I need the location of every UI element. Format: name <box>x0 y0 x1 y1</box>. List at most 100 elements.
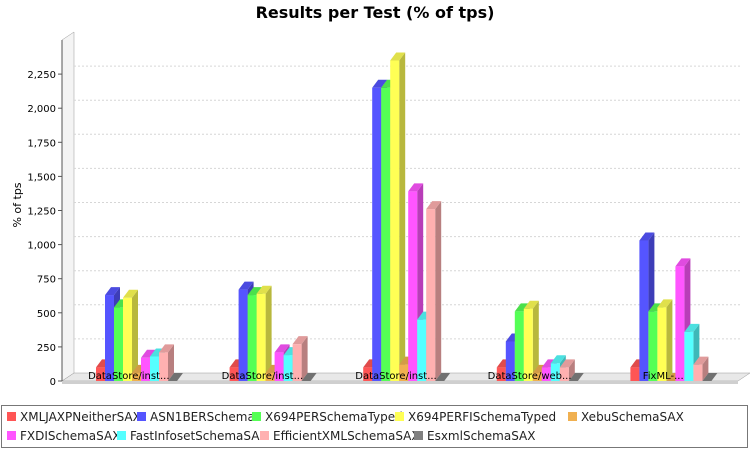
bar-front <box>399 364 409 381</box>
bar-top <box>141 349 156 358</box>
bar-front <box>417 319 427 381</box>
bar-front <box>238 289 248 381</box>
bar-front <box>505 341 515 381</box>
bar-front <box>283 355 293 381</box>
bar-front <box>532 372 542 381</box>
y-tick-label: 250 <box>37 343 56 354</box>
x-tick-label: DataStore/inst... <box>222 371 303 382</box>
bar-side <box>265 285 272 381</box>
bar-top <box>675 258 691 267</box>
x-tick-label: DataStore/inst... <box>88 371 169 382</box>
bar-front <box>256 293 266 381</box>
legend-label: XMLJAXPNeitherSAX <box>20 410 141 424</box>
bar-side <box>532 300 539 381</box>
bar-top <box>559 359 575 368</box>
legend-label: X694PERFISchemaTyped <box>408 410 557 424</box>
bar-front <box>390 60 400 382</box>
plot-area: 0 250 500 750 1,000 1,250 1,500 1,750 2,000 2,250… <box>27 31 750 388</box>
bar <box>523 300 539 381</box>
legend-item: ASN1BERSchema <box>137 410 255 424</box>
bar-side <box>301 336 308 381</box>
bar-top <box>702 373 718 381</box>
bar-front <box>123 297 132 381</box>
bar-front <box>372 87 382 382</box>
bar-top <box>514 303 530 312</box>
y-tick-label: 2,250 <box>27 70 56 81</box>
legend-item: FXDISchemaSAX <box>7 429 120 443</box>
bar <box>702 373 718 381</box>
y-axis-label: % of tps <box>11 182 24 227</box>
bar-front <box>132 372 141 381</box>
plot-floor-edge <box>62 381 738 384</box>
legend-label: XebuSchemaSAX <box>581 410 684 424</box>
legend-label: EfficientXMLSchemaSAX <box>273 429 420 443</box>
bar-top <box>426 201 442 210</box>
chart: Results per Test (% of tps) % of tps 0 25… <box>11 3 750 388</box>
bar-top <box>168 373 183 381</box>
legend-label: FXDISchemaSAX <box>20 429 121 443</box>
legend-label: EsxmlSchemaSAX <box>427 429 536 443</box>
bar <box>301 373 317 381</box>
bar-front <box>639 240 649 381</box>
bar-top <box>123 289 138 298</box>
legend-swatch <box>7 412 16 421</box>
y-tick-label: 500 <box>37 309 56 320</box>
y-tick-label: 1,250 <box>27 207 56 218</box>
bar-front <box>265 372 275 381</box>
bar-front <box>105 295 114 381</box>
bar-front <box>363 367 373 381</box>
bar-side <box>702 356 709 381</box>
bar-front <box>159 352 168 381</box>
legend-item: X694PERFISchemaTyped <box>395 410 556 424</box>
legend-swatch <box>395 412 404 421</box>
bar-front <box>496 367 506 381</box>
bar-top <box>568 373 584 381</box>
bar <box>256 285 272 381</box>
bar-top <box>639 232 655 241</box>
bar-front <box>559 367 569 381</box>
bar-front <box>657 307 667 381</box>
legend-item: FastInfosetSchemaSAX <box>117 429 268 443</box>
legend-label: ASN1BERSchema <box>150 410 255 424</box>
legend-label: X694PERSchemaTyped <box>265 410 403 424</box>
bar-top <box>550 355 566 364</box>
bar <box>426 201 442 381</box>
bar <box>435 373 451 381</box>
legend-item: X694PERSchemaTyped <box>252 410 403 424</box>
y-tick-label: 1,000 <box>27 241 56 252</box>
legend-swatch <box>568 412 577 421</box>
legend-label: FastInfosetSchemaSAX <box>130 429 268 443</box>
legend-swatch <box>7 431 16 440</box>
bar <box>292 336 308 381</box>
bar <box>657 299 673 381</box>
legend-item: EfficientXMLSchemaSAX <box>260 429 420 443</box>
bar-front <box>426 209 436 381</box>
x-tick-label: DataStore/web... <box>488 371 572 382</box>
bar-front <box>523 308 533 381</box>
y-tick-label: 1,750 <box>27 138 56 149</box>
plot-side-wall <box>61 31 75 382</box>
legend-item: XebuSchemaSAX <box>568 410 684 424</box>
bar-side <box>435 201 442 381</box>
legend-item: XMLJAXPNeitherSAX <box>7 410 141 424</box>
bar-top <box>274 344 290 353</box>
bar-front <box>675 266 685 381</box>
legend-item: EsxmlSchemaSAX <box>414 429 535 443</box>
bar-front <box>550 363 560 381</box>
bar-front <box>693 364 703 381</box>
bar-top <box>247 287 263 296</box>
legend: XMLJAXPNeitherSAX ASN1BERSchema X694PERSch… <box>1 405 748 448</box>
bar-top <box>657 299 673 308</box>
bar <box>568 373 584 381</box>
bar-top <box>693 356 709 365</box>
bar-front <box>648 311 658 381</box>
bar-front <box>630 367 640 381</box>
bar-front <box>150 356 159 381</box>
bar-top <box>301 373 317 381</box>
bar-top <box>105 287 120 296</box>
bar-top <box>372 79 388 88</box>
y-tick-label: 1,500 <box>27 172 56 183</box>
legend-swatch <box>117 431 126 440</box>
bar-side <box>168 344 174 381</box>
bar-top <box>159 344 174 353</box>
